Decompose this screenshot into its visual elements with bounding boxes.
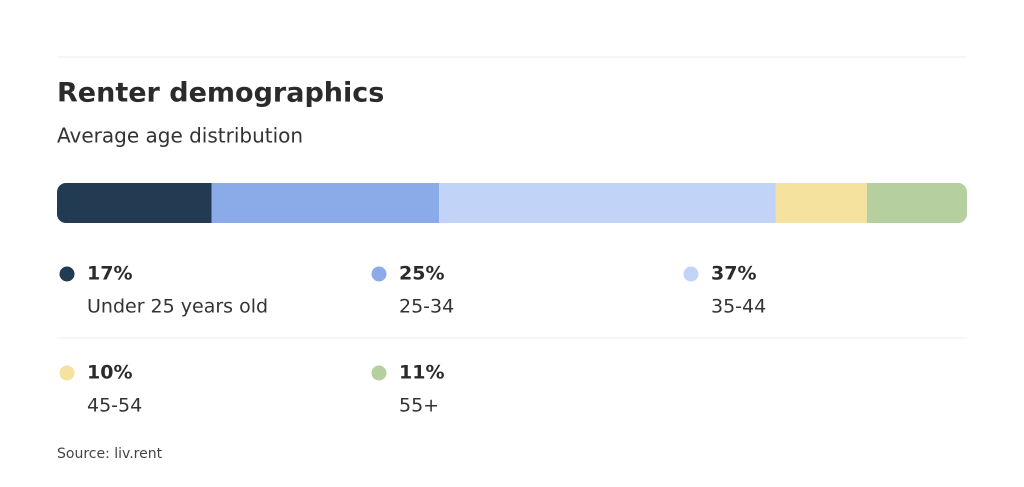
legend-dot <box>371 266 387 282</box>
legend-dot <box>683 266 699 282</box>
legend-value: 17% <box>87 263 132 285</box>
bar-segment <box>775 183 867 223</box>
legend-label: 35-44 <box>711 296 766 318</box>
legend-label: 25-34 <box>399 296 454 318</box>
legend-value: 10% <box>87 362 132 384</box>
legend-value: 37% <box>711 263 756 285</box>
bar-segment <box>57 183 212 223</box>
source: Source: liv.rent <box>57 446 163 462</box>
bar-segment <box>866 183 967 223</box>
legend-value: 11% <box>399 362 444 384</box>
chart-subtitle: Average age distribution <box>57 124 303 148</box>
legend-label: 55+ <box>399 395 439 417</box>
legend-label: 45-54 <box>87 395 142 417</box>
bar-segment <box>211 183 440 223</box>
legend-label: Under 25 years old <box>87 296 268 318</box>
legend-dot <box>59 266 75 282</box>
legend-dot <box>59 365 75 381</box>
legend-dot <box>371 365 387 381</box>
stacked-bar <box>57 183 967 223</box>
chart-title: Renter demographics <box>57 78 384 109</box>
bar-segment <box>439 183 776 223</box>
legend-value: 25% <box>399 263 444 285</box>
